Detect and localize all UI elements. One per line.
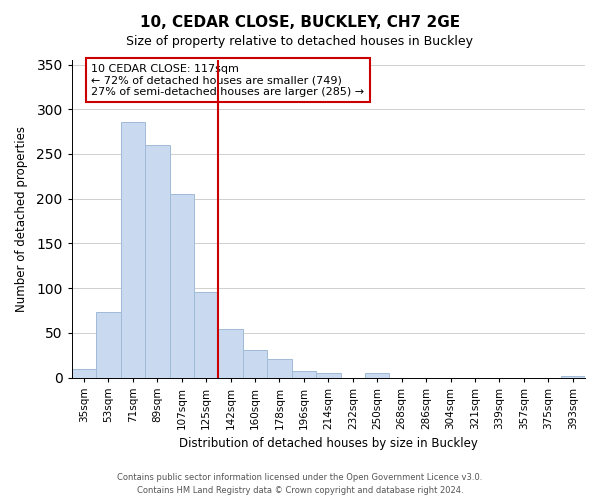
Text: 10 CEDAR CLOSE: 117sqm
← 72% of detached houses are smaller (749)
27% of semi-de: 10 CEDAR CLOSE: 117sqm ← 72% of detached… [91,64,364,97]
Bar [365,373,389,378]
Bar [194,292,218,378]
Bar [243,350,267,378]
Y-axis label: Number of detached properties: Number of detached properties [15,126,28,312]
Bar [218,329,243,378]
X-axis label: Distribution of detached houses by size in Buckley: Distribution of detached houses by size … [179,437,478,450]
Bar [121,122,145,378]
Text: Contains public sector information licensed under the Open Government Licence v3: Contains public sector information licen… [118,474,482,482]
Bar [170,194,194,378]
Bar [267,358,292,378]
Bar [145,145,170,378]
Bar [96,312,121,378]
Bar [560,376,585,378]
Text: Contains HM Land Registry data © Crown copyright and database right 2024.: Contains HM Land Registry data © Crown c… [137,486,463,495]
Bar [292,372,316,378]
Bar [316,373,341,378]
Text: Size of property relative to detached houses in Buckley: Size of property relative to detached ho… [127,35,473,48]
Bar [72,370,96,378]
Text: 10, CEDAR CLOSE, BUCKLEY, CH7 2GE: 10, CEDAR CLOSE, BUCKLEY, CH7 2GE [140,15,460,30]
